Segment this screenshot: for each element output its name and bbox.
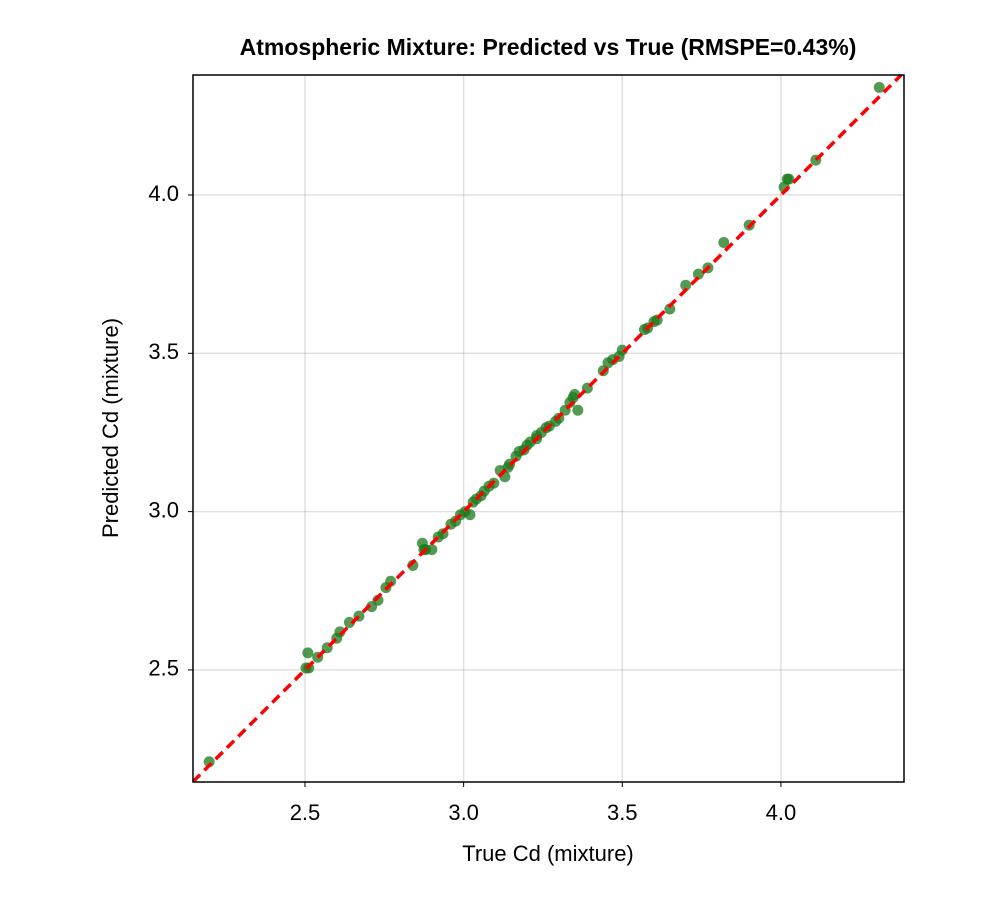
point: [783, 173, 795, 185]
point: [718, 236, 730, 248]
point: [680, 279, 692, 291]
x-tick-label: 2.5: [290, 800, 321, 825]
plot-frame: [192, 74, 905, 783]
reference-line: [191, 73, 903, 783]
x-tick-label: 3.5: [607, 800, 638, 825]
point: [343, 616, 355, 628]
point: [873, 81, 885, 93]
y-tick-label: 3.0: [148, 497, 179, 522]
point: [426, 544, 438, 556]
y-tick-label: 2.5: [148, 656, 179, 681]
x-tick-label: 4.0: [766, 800, 797, 825]
point: [569, 388, 581, 400]
point: [302, 647, 314, 659]
point: [464, 509, 476, 521]
point: [664, 303, 676, 315]
point: [572, 404, 584, 416]
chart-title: Atmospheric Mixture: Predicted vs True (…: [240, 34, 857, 60]
y-axis-label: Predicted Cd (mixture): [98, 318, 123, 538]
x-axis-label: True Cd (mixture): [462, 841, 634, 866]
x-tick-label: 3.0: [448, 800, 479, 825]
point: [692, 268, 704, 280]
y-tick-label: 4.0: [148, 181, 179, 206]
y-tick-label: 3.5: [148, 339, 179, 364]
